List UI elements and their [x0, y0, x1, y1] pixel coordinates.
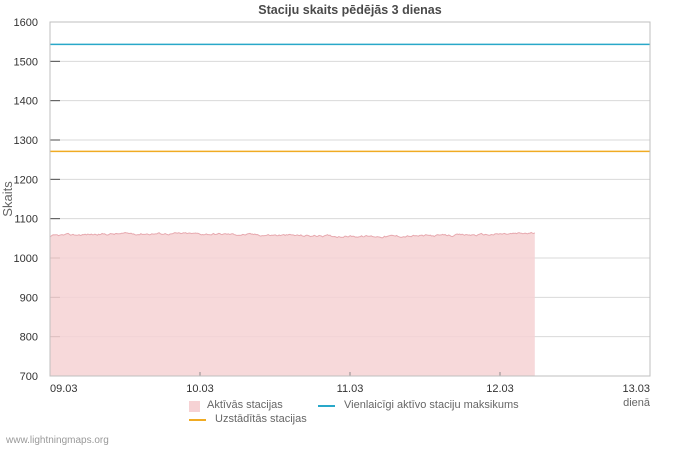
svg-text:900: 900	[20, 292, 38, 304]
svg-text:09.03: 09.03	[50, 383, 78, 395]
svg-text:800: 800	[20, 332, 38, 344]
svg-text:dienā: dienā	[623, 397, 651, 409]
svg-text:1500: 1500	[14, 56, 38, 68]
svg-text:700: 700	[20, 371, 38, 383]
svg-text:1600: 1600	[14, 17, 38, 29]
svg-text:13.03: 13.03	[622, 383, 650, 395]
svg-text:Skaits: Skaits	[0, 181, 15, 217]
svg-text:1200: 1200	[14, 174, 38, 186]
svg-text:1300: 1300	[14, 135, 38, 147]
svg-text:1000: 1000	[14, 253, 38, 265]
svg-text:1100: 1100	[14, 214, 38, 226]
svg-text:12.03: 12.03	[486, 383, 514, 395]
svg-text:10.03: 10.03	[186, 383, 214, 395]
svg-text:11.03: 11.03	[337, 383, 364, 395]
svg-text:1400: 1400	[14, 96, 38, 108]
